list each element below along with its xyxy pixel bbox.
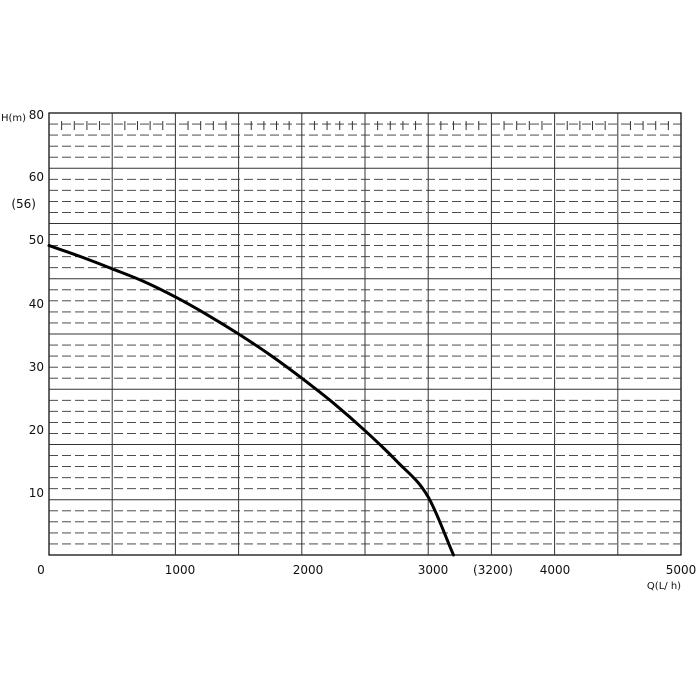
x-tick-label-4000: 4000 xyxy=(540,563,571,577)
y-tick-label-30: 30 xyxy=(29,360,44,374)
y-tick-label-10: 10 xyxy=(29,486,44,500)
grid xyxy=(48,112,682,556)
x-tick-label-5000: 5000 xyxy=(666,563,697,577)
x-tick-label-0: 0 xyxy=(37,563,45,577)
labels: 0 1000 2000 3000 4000 5000 (3200) Q(L/ h… xyxy=(1,108,696,592)
x-tick-label-2000: 2000 xyxy=(293,563,324,577)
y-tick-label-50: 50 xyxy=(29,233,44,247)
y-axis-title: H(m) xyxy=(1,113,26,124)
y-tick-label-20: 20 xyxy=(29,423,44,437)
y-tick-label-80: 80 xyxy=(29,108,44,122)
x-axis-title: Q(L/ h) xyxy=(647,581,681,592)
max-flow-annotation: (3200) xyxy=(473,563,513,577)
shutoff-head-annotation: (56) xyxy=(11,197,36,211)
x-tick-label-3000: 3000 xyxy=(418,563,449,577)
y-tick-label-40: 40 xyxy=(29,297,44,311)
curve-layer xyxy=(47,244,455,557)
x-tick-label-1000: 1000 xyxy=(165,563,196,577)
y-tick-label-60: 60 xyxy=(29,170,44,184)
head-flow-curve xyxy=(47,244,455,557)
